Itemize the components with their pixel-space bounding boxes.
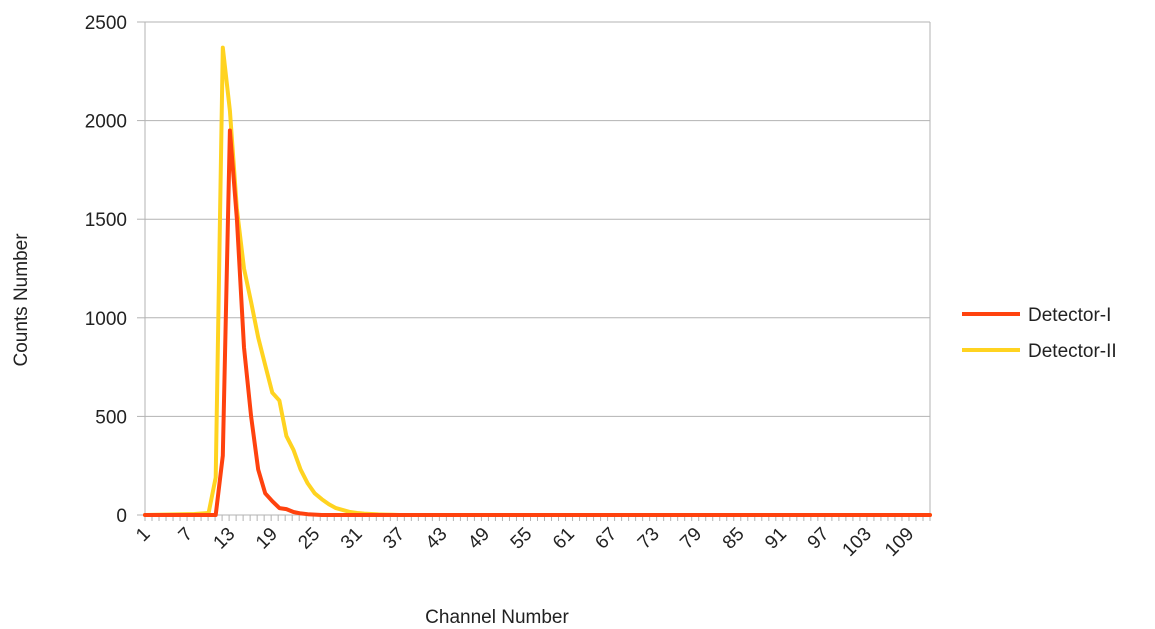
x-tick-label: 7	[175, 524, 197, 546]
y-tick-label: 2500	[85, 13, 127, 34]
legend-label-detector-i: Detector-I	[1028, 305, 1111, 326]
x-tick-label: 79	[676, 524, 706, 554]
x-axis-ticks: 1 7 13 19 25 31 37 43 49 55 61 67 73 79 85 91 97 103 109	[132, 515, 931, 561]
y-axis-ticks: 0 500 1000 1500 2000 2500	[85, 13, 145, 527]
x-tick-label: 109	[881, 524, 918, 561]
series-line-detector-ii	[143, 45, 932, 517]
x-tick-label: 103	[839, 524, 876, 561]
x-tick-label: 61	[549, 524, 579, 554]
x-tick-label: 37	[379, 524, 409, 554]
x-tick-label: 1	[132, 524, 154, 546]
legend-label-detector-ii: Detector-II	[1028, 341, 1117, 362]
x-tick-label: 43	[422, 524, 452, 554]
x-tick-label: 85	[719, 524, 749, 554]
gridlines	[144, 21, 931, 516]
x-tick-label: 91	[761, 524, 791, 554]
y-tick-label: 1500	[85, 210, 127, 231]
x-tick-label: 97	[804, 524, 834, 554]
y-tick-label: 1000	[85, 309, 127, 330]
x-tick-label: 73	[634, 524, 664, 554]
x-tick-label: 55	[507, 524, 537, 554]
x-tick-label: 67	[591, 524, 621, 554]
series-line-detector-i	[143, 128, 932, 517]
y-tick-label: 500	[95, 407, 127, 428]
x-tick-label: 49	[464, 524, 494, 554]
x-axis-title: Channel Number	[425, 607, 569, 628]
y-tick-label: 0	[116, 506, 127, 527]
x-tick-label: 25	[294, 524, 324, 554]
y-tick-label: 2000	[85, 112, 127, 133]
x-tick-label: 19	[252, 524, 282, 554]
series-lines	[143, 45, 932, 517]
legend: Detector-I Detector-II	[962, 305, 1117, 362]
y-axis-title: Counts Number	[11, 233, 32, 367]
x-tick-label: 13	[210, 524, 240, 554]
x-tick-label: 31	[337, 524, 367, 554]
